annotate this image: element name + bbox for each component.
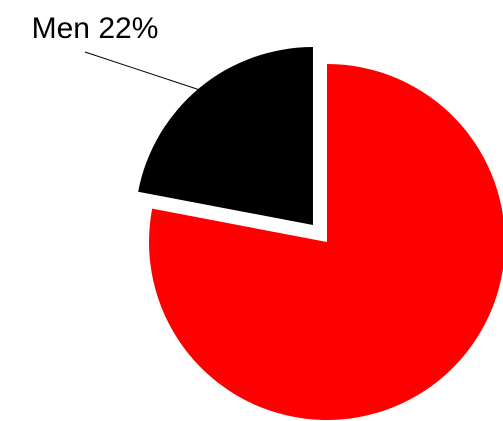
pie-slice-men — [138, 47, 313, 225]
pie-slices — [138, 47, 503, 420]
slice-labels: Men 22% — [32, 12, 202, 91]
leader-line-men — [85, 52, 202, 91]
slice-label-men: Men 22% — [32, 12, 159, 45]
